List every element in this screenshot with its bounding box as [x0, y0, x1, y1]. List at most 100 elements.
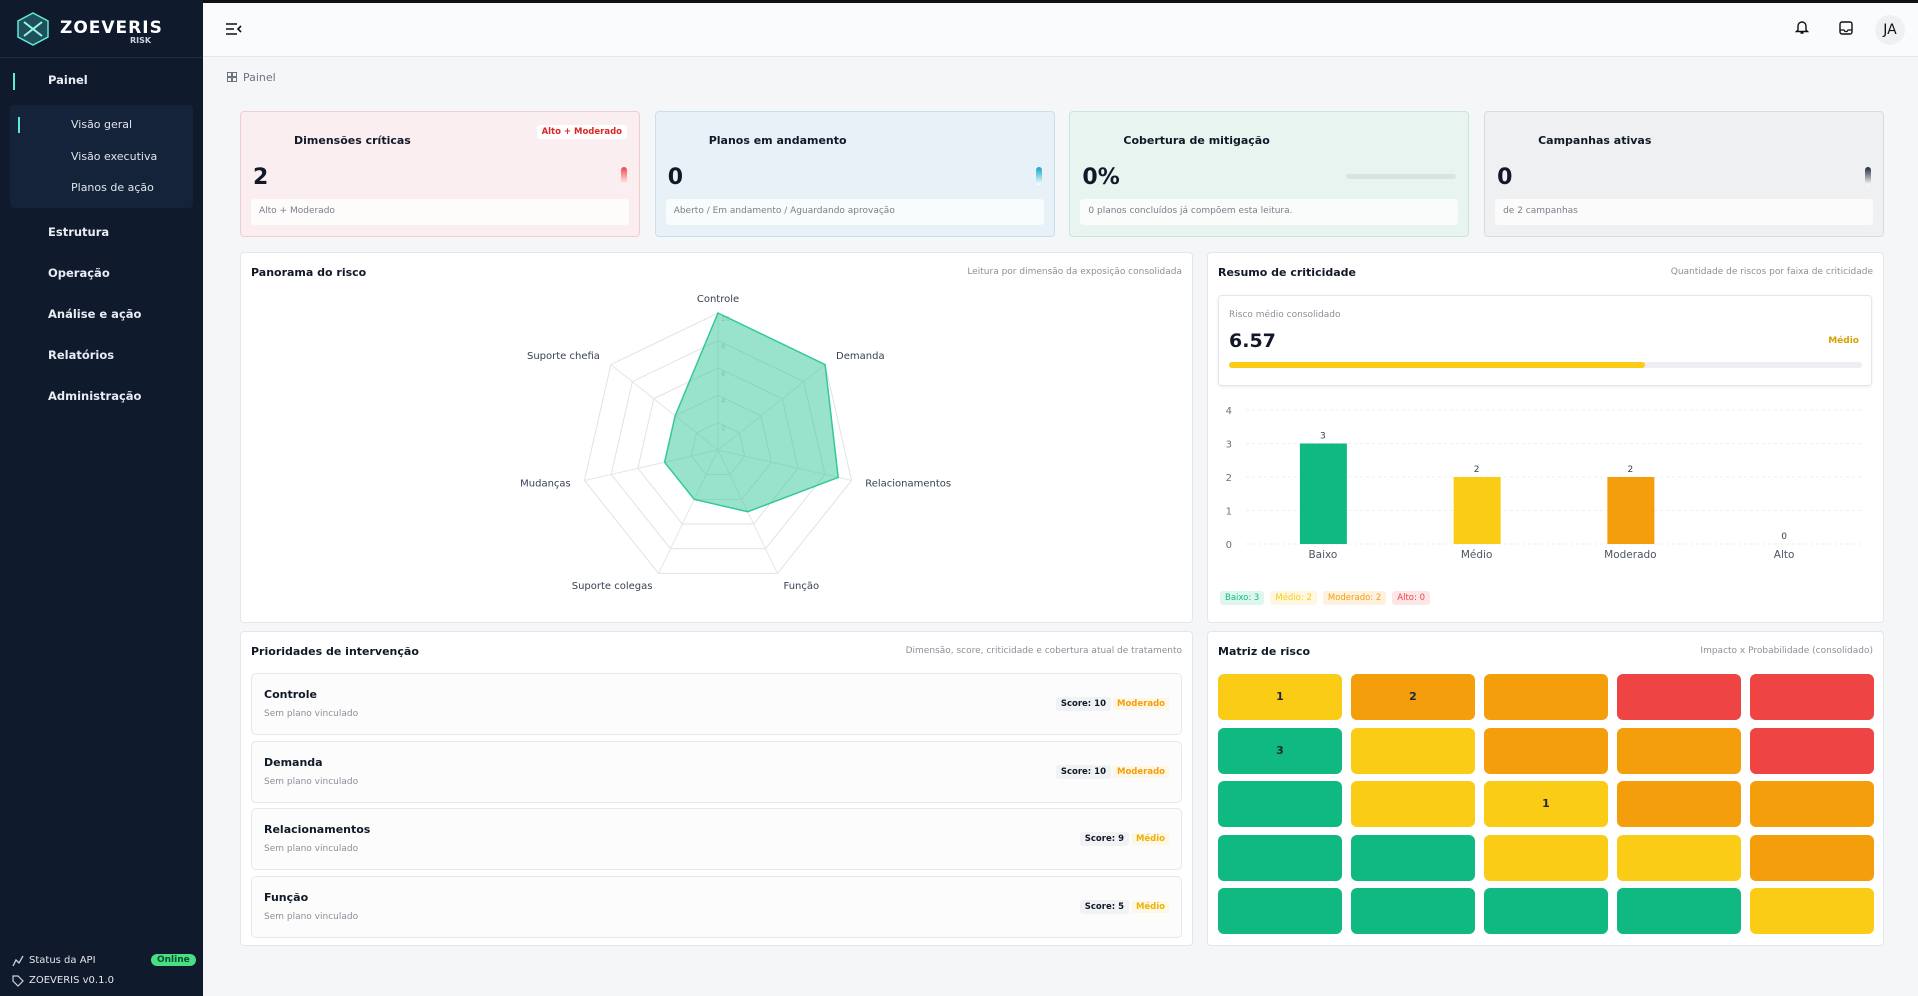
matrix-cell [1351, 781, 1475, 827]
criticality-panel: Resumo de criticidade Quantidade de risc… [1207, 252, 1884, 623]
card-value: 2 [253, 165, 269, 190]
priority-item: Função Sem plano vinculado Médio Score: 5 [251, 875, 1182, 938]
matrix-cell [1750, 834, 1874, 881]
matrix-cell [1484, 727, 1608, 774]
x-tick-label: Moderado [1604, 549, 1656, 561]
nav-item[interactable]: Administração [48, 389, 142, 403]
submenu-item[interactable]: Planos de ação [71, 181, 154, 194]
submenu [10, 105, 193, 208]
matrix-cell [1218, 781, 1342, 827]
panel-subtitle: Quantidade de riscos por faixa de critic… [1670, 267, 1873, 277]
card-indicator [1035, 167, 1042, 185]
priority-name: Relacionamentos [264, 823, 371, 836]
legend-chip: Baixo: 3 [1220, 591, 1265, 605]
card-value: 0 [1497, 165, 1513, 190]
status-badge: Online [151, 954, 196, 966]
priority-note: Sem plano vinculado [264, 776, 359, 787]
axis-label: Suporte chefia [527, 351, 600, 362]
priority-note: Sem plano vinculado [264, 709, 359, 719]
matrix-cell: 1 [1218, 674, 1342, 720]
matrix-panel: Matriz de risco Impacto x Probabilidade … [1207, 631, 1884, 946]
x-tick-label: Médio [1461, 549, 1493, 561]
notifications-button[interactable] [1795, 19, 1809, 35]
kpi-card: Cobertura de mitigação 0% 0 planos concluí… [1069, 111, 1470, 237]
matrix-cell [1617, 888, 1741, 934]
submenu-item[interactable]: Visão executiva [71, 149, 158, 163]
status-label: Status da API [29, 955, 96, 966]
matrix-cell [1484, 674, 1608, 720]
priority-name: Demanda [264, 755, 323, 769]
nav-item[interactable]: Painel [48, 73, 88, 87]
matrix-cell [1218, 888, 1342, 934]
matrix-cell [1351, 888, 1475, 934]
panel-title: Panorama do risco [251, 266, 367, 279]
panel-subtitle: Dimensão, score, criticidade e cobertura… [905, 646, 1182, 656]
priority-level: Moderado [1113, 765, 1169, 778]
card-note: de 2 campanhas [1495, 199, 1874, 225]
axis-label: Relacionamentos [865, 479, 951, 490]
card-note: Aberto / Em andamento / Aguardando aprov… [665, 199, 1044, 225]
menu-toggle[interactable] [225, 22, 243, 36]
active-indicator [18, 117, 20, 133]
value-label: 2 [1474, 465, 1480, 475]
legend-chip: Alto: 0 [1392, 591, 1430, 605]
avatar[interactable]: JA [1875, 15, 1905, 45]
radar-chart: 246810ControleDemandaRelacionamentosFunç… [520, 294, 951, 592]
nav-item[interactable]: Análise e ação [48, 307, 142, 321]
submenu-item[interactable]: Visão geral [71, 118, 133, 131]
panel-subtitle: Impacto x Probabilidade (consolidado) [1700, 646, 1873, 656]
priority-item: Demanda Sem plano vinculado Moderado Score:… [251, 740, 1182, 803]
panel-subtitle: Leitura por dimensão da exposição consol… [967, 267, 1182, 277]
axis-label: Suporte colegas [572, 581, 653, 592]
value-label: 2 [1628, 465, 1634, 475]
matrix-cell [1617, 727, 1741, 774]
kpi-card: Dimensões críticas Alto + Moderado 2 Alto +… [240, 111, 640, 237]
active-indicator [13, 73, 15, 90]
bar-chart: 0 1 2 3 4 Baixo 3 Médio 2 Moderado 2 Alto 0 [1226, 406, 1861, 561]
priorities-panel: Prioridades de intervenção Dimensão, sco… [240, 631, 1193, 946]
mean-label: Risco médio consolidado [1229, 310, 1341, 320]
nav-item[interactable]: Estrutura [48, 225, 110, 239]
mean-level: Médio [1828, 336, 1859, 346]
grid-ring [583, 312, 853, 574]
card-badge: Alto + Moderado [536, 125, 627, 139]
matrix-cell [1750, 888, 1874, 934]
nav-item[interactable]: Operação [48, 266, 110, 280]
bar [1453, 477, 1501, 544]
card-progress [1346, 174, 1457, 179]
matrix-cell [1218, 834, 1342, 881]
kpi-card: Planos em andamento 0 Aberto / Em andament… [654, 111, 1055, 237]
mean-progress [1229, 362, 1645, 368]
chips: Baixo: 3 Médio: 2 Moderado: 2 Alto: 0 [1220, 591, 1430, 605]
y-tick-label: 3 [1226, 440, 1232, 451]
card-note: Alto + Moderado [251, 199, 629, 225]
priority-score: Score: 10 [1055, 697, 1111, 711]
axis-label: Demanda [836, 351, 885, 362]
priority-item: Controle Sem plano vinculado Moderado Score… [251, 673, 1182, 735]
legend-chip: Médio: 2 [1270, 591, 1317, 605]
y-tick-label: 1 [1226, 507, 1232, 518]
priority-item: Relacionamentos Sem plano vinculado Médio S… [251, 808, 1182, 870]
radar-area [663, 311, 840, 513]
sidebar: ZOEVERIS RISK Painel Visão geral Visão exe… [0, 0, 203, 996]
matrix-cell [1750, 781, 1874, 827]
matrix-cell: 1 [1484, 781, 1608, 827]
priority-note: Sem plano vinculado [264, 911, 359, 922]
mean-box: Risco médio consolidado 6.57 Médio [1218, 295, 1872, 386]
inbox-button[interactable] [1839, 21, 1853, 35]
panel-title: Prioridades de intervenção [251, 645, 419, 658]
card-title: Cobertura de mitigação [1123, 134, 1270, 147]
priority-note: Sem plano vinculado [264, 844, 359, 854]
radar-panel: Panorama do risco Leitura por dimensão d… [240, 252, 1193, 623]
card-title: Dimensões críticas [294, 134, 411, 147]
x-tick-label: Alto [1774, 549, 1795, 561]
panel-title: Resumo de criticidade [1218, 266, 1356, 279]
matrix-cell: 2 [1351, 674, 1475, 720]
legend-chip: Moderado: 2 [1322, 591, 1387, 605]
card-value: 0 [667, 165, 683, 190]
nav-item[interactable]: Relatórios [48, 348, 115, 362]
priority-score: Score: 5 [1079, 899, 1129, 914]
logo-icon [17, 12, 49, 46]
axis-label: Função [784, 581, 820, 592]
